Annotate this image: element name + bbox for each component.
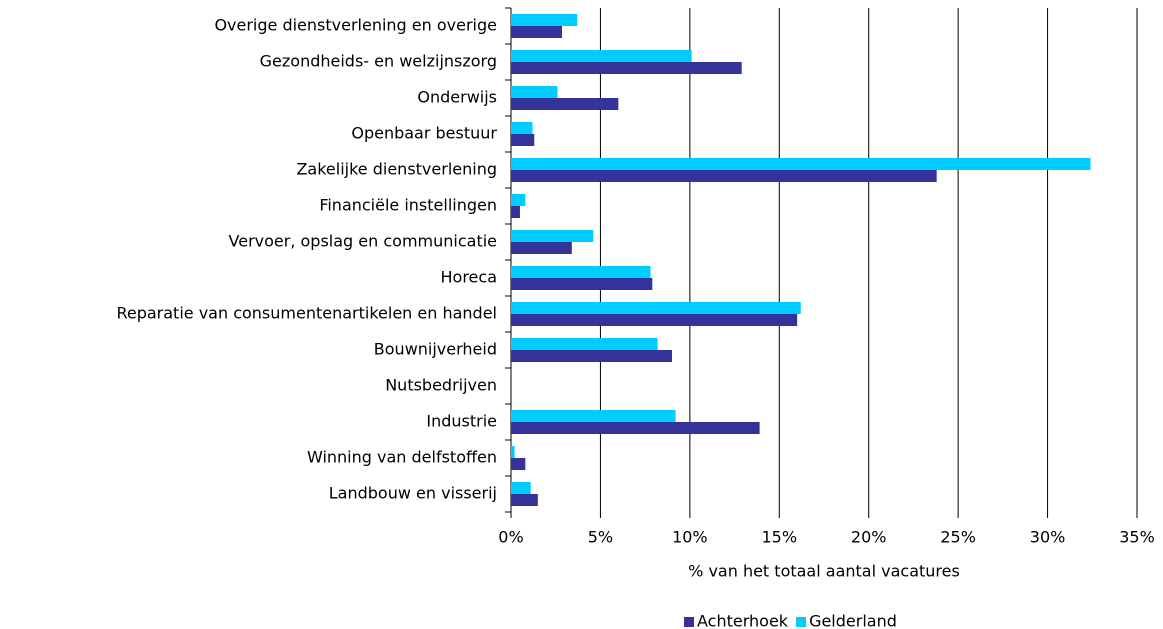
- x-tick-label: 20%: [851, 528, 887, 547]
- legend-swatch: [684, 617, 694, 627]
- bar: [511, 350, 672, 362]
- y-tick-label: Overige dienstverlening en overige: [214, 16, 497, 35]
- y-tick-label: Gezondheids- en welzijnszorg: [260, 52, 497, 71]
- bar: [511, 86, 558, 98]
- bar: [511, 98, 619, 110]
- y-tick-label: Horeca: [441, 268, 498, 287]
- bar: [511, 410, 676, 422]
- y-tick-label: Reparatie van consumentenartikelen en ha…: [116, 304, 497, 323]
- bar: [511, 446, 515, 458]
- y-tick-label: Nutsbedrijven: [385, 376, 497, 395]
- bar: [511, 338, 658, 350]
- bar: [511, 230, 594, 242]
- x-tick-label: 15%: [762, 528, 798, 547]
- y-tick-label: Bouwnijverheid: [374, 340, 497, 359]
- bar: [511, 206, 520, 218]
- bar: [511, 158, 1091, 170]
- bar: [511, 26, 562, 38]
- y-tick-label: Zakelijke dienstverlening: [296, 160, 497, 179]
- bar: [511, 278, 653, 290]
- bar: [511, 458, 526, 470]
- bar: [511, 494, 538, 506]
- bar: [511, 134, 535, 146]
- y-tick-label: Onderwijs: [417, 88, 497, 107]
- y-tick-label: Financiële instellingen: [319, 196, 497, 215]
- legend-label: Achterhoek: [697, 612, 789, 629]
- bar: [511, 422, 760, 434]
- x-tick-label: 30%: [1030, 528, 1066, 547]
- x-tick-label: 35%: [1119, 528, 1155, 547]
- bar: [511, 314, 798, 326]
- bar: [511, 170, 937, 182]
- x-tick-label: 10%: [672, 528, 708, 547]
- bar: [511, 14, 578, 26]
- y-tick-label: Vervoer, opslag en communicatie: [229, 232, 497, 251]
- bar: [511, 122, 533, 134]
- x-axis-title: % van het totaal aantal vacatures: [688, 562, 960, 581]
- x-tick-label: 25%: [940, 528, 976, 547]
- bar: [511, 50, 692, 62]
- x-tick-label: 5%: [588, 528, 613, 547]
- bar: [511, 62, 742, 74]
- x-tick-label: 0%: [498, 528, 523, 547]
- bar: [511, 266, 651, 278]
- bar: [511, 302, 801, 314]
- y-tick-label: Industrie: [426, 412, 497, 431]
- bar: [511, 194, 526, 206]
- bar: [511, 482, 531, 494]
- y-tick-label: Landbouw en visserij: [329, 484, 497, 503]
- legend-swatch: [796, 617, 807, 627]
- bar: [511, 242, 572, 254]
- y-tick-label: Openbaar bestuur: [351, 124, 497, 143]
- legend-label: Gelderland: [809, 612, 897, 629]
- y-tick-label: Winning van delfstoffen: [307, 448, 497, 467]
